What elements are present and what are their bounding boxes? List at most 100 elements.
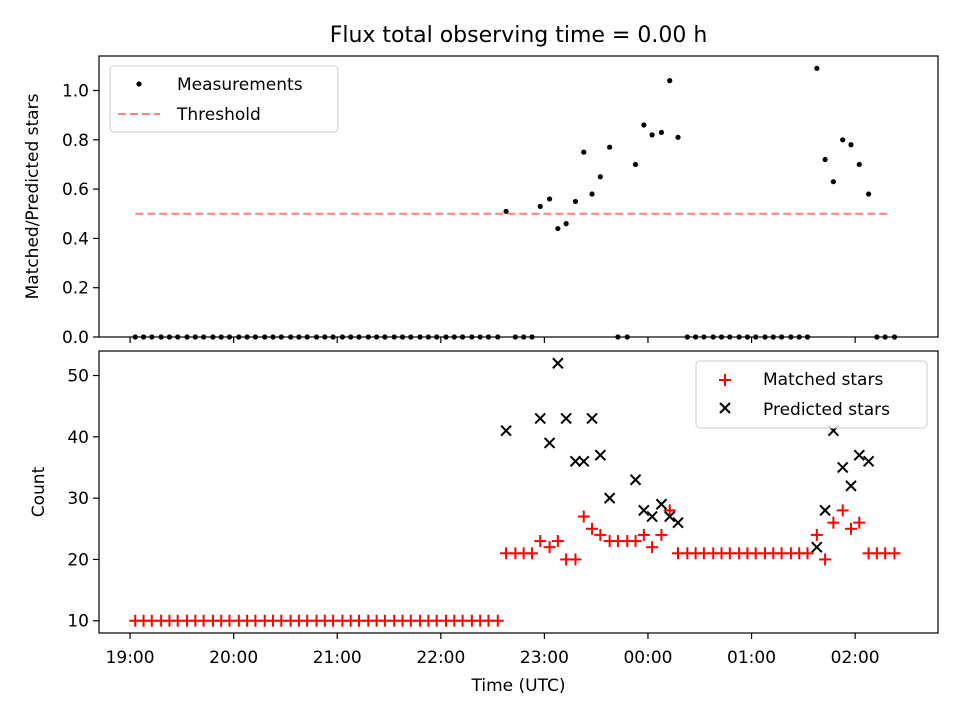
predicted-star-point	[862, 455, 875, 468]
matched-star-point	[534, 535, 547, 548]
ratio-ytick-label: 0.4	[62, 229, 89, 249]
predicted-star-stroke-b	[819, 504, 831, 517]
predicted-star-stroke-b	[853, 449, 865, 461]
predicted-star-point	[560, 412, 572, 425]
ratio-ytick-label: 0.6	[62, 180, 89, 200]
predicted-star-stroke-b	[569, 455, 582, 468]
measurement-point	[649, 132, 655, 138]
predicted-star-point	[664, 510, 676, 523]
count-axes: 10 20 30 40 50 19:00 20:00 21:00 22:00 23:00 00:00…	[29, 350, 939, 696]
predicted-star-stroke-b	[578, 455, 590, 468]
predicted-star-stroke-b	[534, 412, 546, 425]
matched-star-point	[844, 522, 857, 535]
count-xtick-label: 23:00	[520, 648, 569, 668]
measurement-point	[537, 203, 543, 209]
matched-star-point	[853, 516, 866, 529]
count-xtick-label: 19:00	[106, 648, 155, 668]
measurement-point	[848, 142, 854, 148]
predicted-star-point	[569, 455, 582, 468]
count-xlabel: Time (UTC)	[471, 676, 566, 696]
legend-measurements-marker	[136, 81, 142, 87]
predicted-star-point	[603, 492, 616, 504]
matched-star-point	[655, 528, 668, 541]
predicted-star-point	[655, 498, 668, 510]
matched-star-point	[801, 547, 814, 560]
predicted-star-stroke-b	[552, 357, 564, 369]
matched-star-point	[827, 516, 840, 529]
ratio-ytick-label: 0.2	[62, 279, 89, 299]
predicted-star-point	[811, 541, 823, 553]
matched-star-point	[888, 547, 901, 560]
predicted-star-point	[534, 412, 546, 425]
measurement-point	[607, 144, 613, 150]
measurement-point	[555, 225, 561, 232]
count-ytick-label: 40	[67, 428, 89, 448]
predicted-star-point	[845, 480, 857, 492]
measurement-point	[856, 161, 862, 168]
predicted-star-point	[552, 357, 564, 369]
predicted-star-stroke-b	[629, 474, 642, 486]
matched-star-point	[637, 528, 650, 541]
measurement-point	[866, 191, 872, 197]
count-xtick-label: 00:00	[623, 648, 672, 668]
predicted-star-point	[586, 412, 598, 425]
count-legend: Matched stars Predicted stars	[695, 360, 928, 429]
count-legend-box	[695, 360, 928, 429]
predicted-star-point	[500, 424, 512, 437]
measurement-point	[830, 179, 836, 185]
legend-predicted-marker	[719, 402, 731, 414]
ratio-legend-box	[109, 65, 339, 133]
matched-star-point	[819, 553, 832, 566]
measurement-point	[589, 191, 595, 197]
matched-star-point	[491, 614, 504, 627]
predicted-star-point	[819, 504, 831, 517]
matched-star-point	[594, 528, 607, 541]
ratio-ytick-label: 1.0	[62, 82, 89, 102]
matched-star-point	[836, 504, 849, 517]
ratio-ytick-label: 0.0	[62, 328, 89, 348]
count-ytick-label: 10	[67, 612, 89, 632]
measurement-point	[572, 198, 579, 205]
predicted-star-stroke-b	[664, 510, 676, 523]
ratio-axes-frame	[98, 55, 939, 338]
predicted-star-point	[853, 449, 865, 461]
predicted-star-stroke-b	[638, 504, 650, 517]
count-xtick-label: 20:00	[209, 648, 258, 668]
predicted-star-stroke-b	[845, 480, 857, 492]
measurement-point	[840, 137, 846, 143]
ratio-legend: Measurements Threshold	[109, 65, 339, 133]
measurement-point	[503, 208, 509, 214]
predicted-star-stroke-b	[655, 498, 668, 510]
predicted-star-stroke-b	[543, 437, 556, 449]
legend-predicted-label: Predicted stars	[763, 400, 890, 420]
predicted-star-stroke-b	[560, 412, 572, 425]
count-ytick-label: 30	[67, 489, 89, 509]
matched-star-point	[551, 535, 564, 548]
count-axes-frame	[98, 350, 939, 634]
predicted-star-point	[543, 437, 556, 449]
legend-threshold-label: Threshold	[176, 105, 261, 125]
count-axes-ticks: 10 20 30 40 50 19:00 20:00 21:00 22:00 23:00 00:00…	[67, 367, 879, 668]
matched-star-point	[577, 510, 590, 523]
count-xtick-label: 22:00	[416, 648, 465, 668]
count-xtick-label: 21:00	[313, 648, 362, 668]
measurement-point	[814, 65, 820, 71]
measurement-point	[658, 129, 665, 136]
matched-star-point	[543, 541, 556, 554]
ratio-axes: 0.0 0.2 0.4 0.6 0.8 1.0 Matched/Predicted sta…	[23, 55, 939, 348]
predicted-star-stroke-b	[836, 461, 849, 474]
count-ytick-label: 50	[67, 367, 89, 387]
predicted-star-point	[594, 449, 607, 461]
predicted-star-point	[672, 516, 684, 529]
legend-measurements-label: Measurements	[177, 75, 303, 95]
ratio-axes-ticks: 0.0 0.2 0.4 0.6 0.8 1.0	[62, 82, 856, 348]
matched-star-point	[810, 528, 823, 541]
predicted-star-stroke-b	[862, 455, 875, 468]
matched-star-point	[586, 522, 599, 535]
predicted-star-point	[629, 474, 642, 486]
measurement-point	[675, 134, 681, 140]
measurement-point	[581, 149, 587, 155]
predicted-star-stroke-b	[672, 516, 684, 529]
ratio-ylabel: Matched/Predicted stars	[23, 93, 43, 299]
matched-star-point	[629, 535, 642, 548]
